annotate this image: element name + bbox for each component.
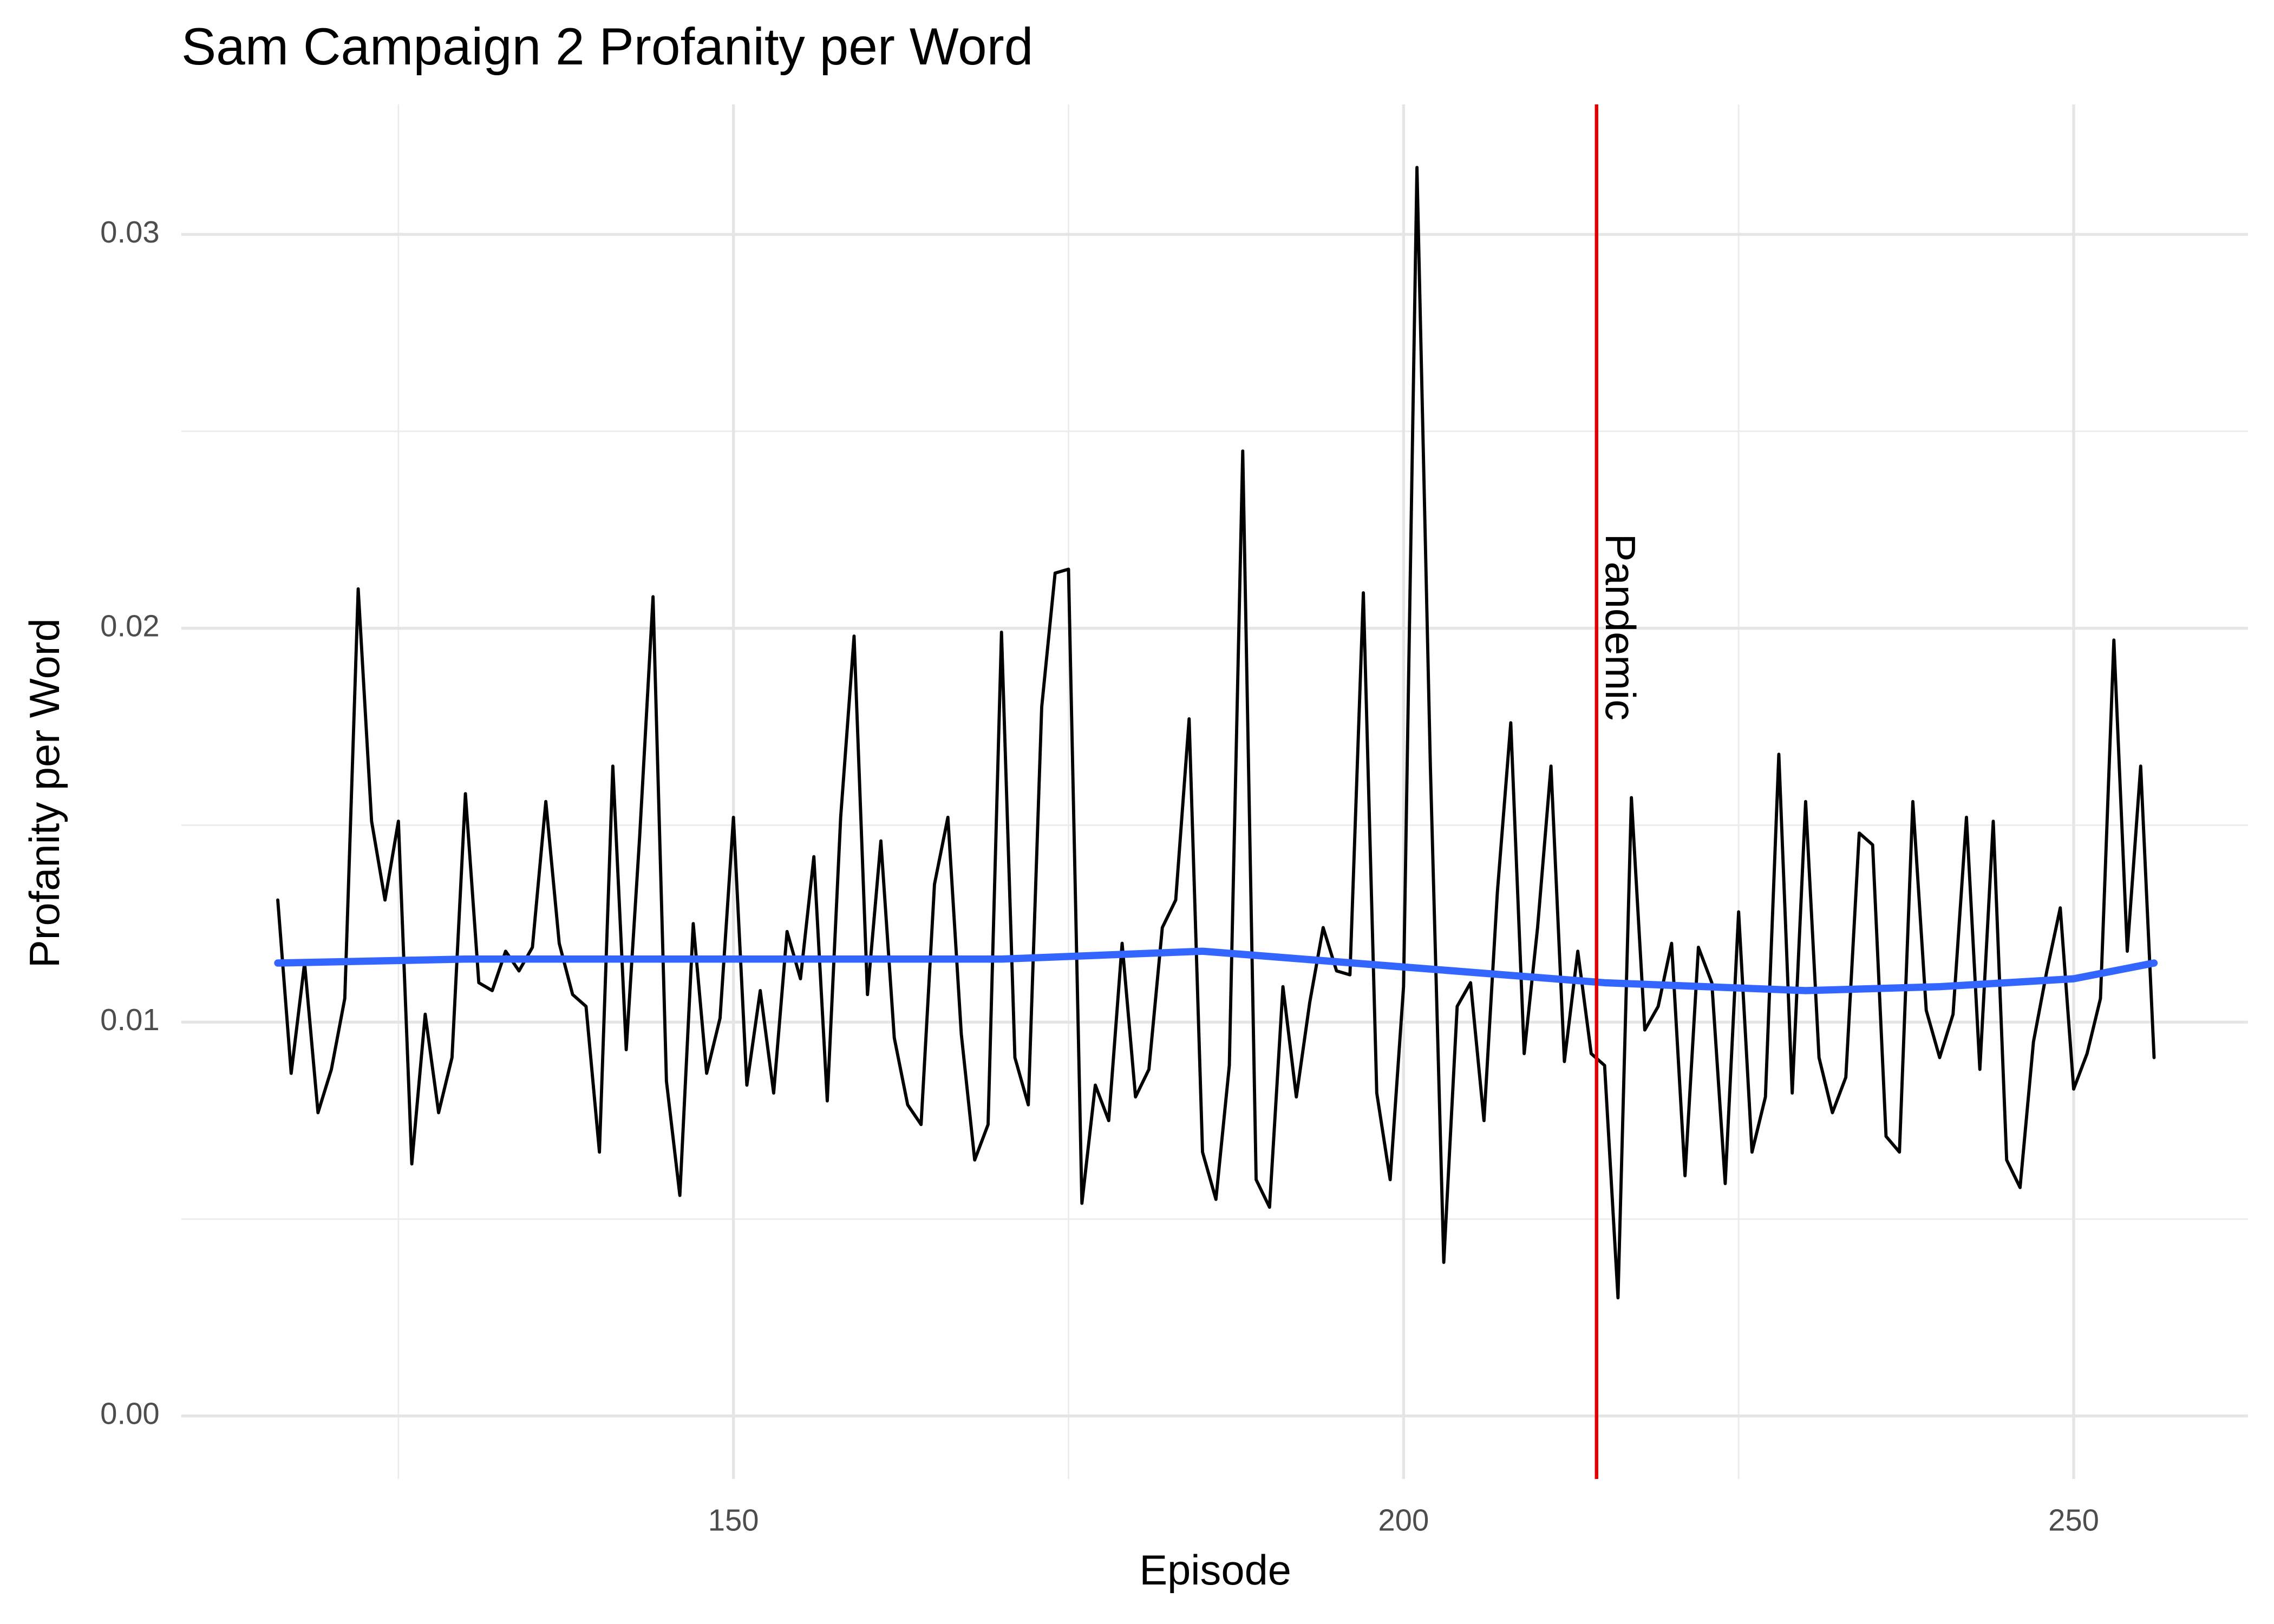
y-tick-label: 0.03 [100,215,159,249]
y-tick-label: 0.02 [100,608,159,643]
x-tick-label: 150 [708,1503,759,1537]
x-tick-label: 200 [1378,1503,1429,1537]
y-tick-label: 0.01 [100,1003,159,1037]
y-tick-label: 0.00 [100,1397,159,1431]
x-tick-label: 250 [2048,1503,2099,1537]
chart-title: Sam Campaign 2 Profanity per Word [181,18,1034,76]
annotation-label: Pandemic [1597,534,1643,721]
y-axis-title: Profanity per Word [22,618,68,968]
smooth-line [274,947,2158,994]
data-line [276,166,2156,1300]
x-axis-title: Episode [1139,1547,1291,1594]
